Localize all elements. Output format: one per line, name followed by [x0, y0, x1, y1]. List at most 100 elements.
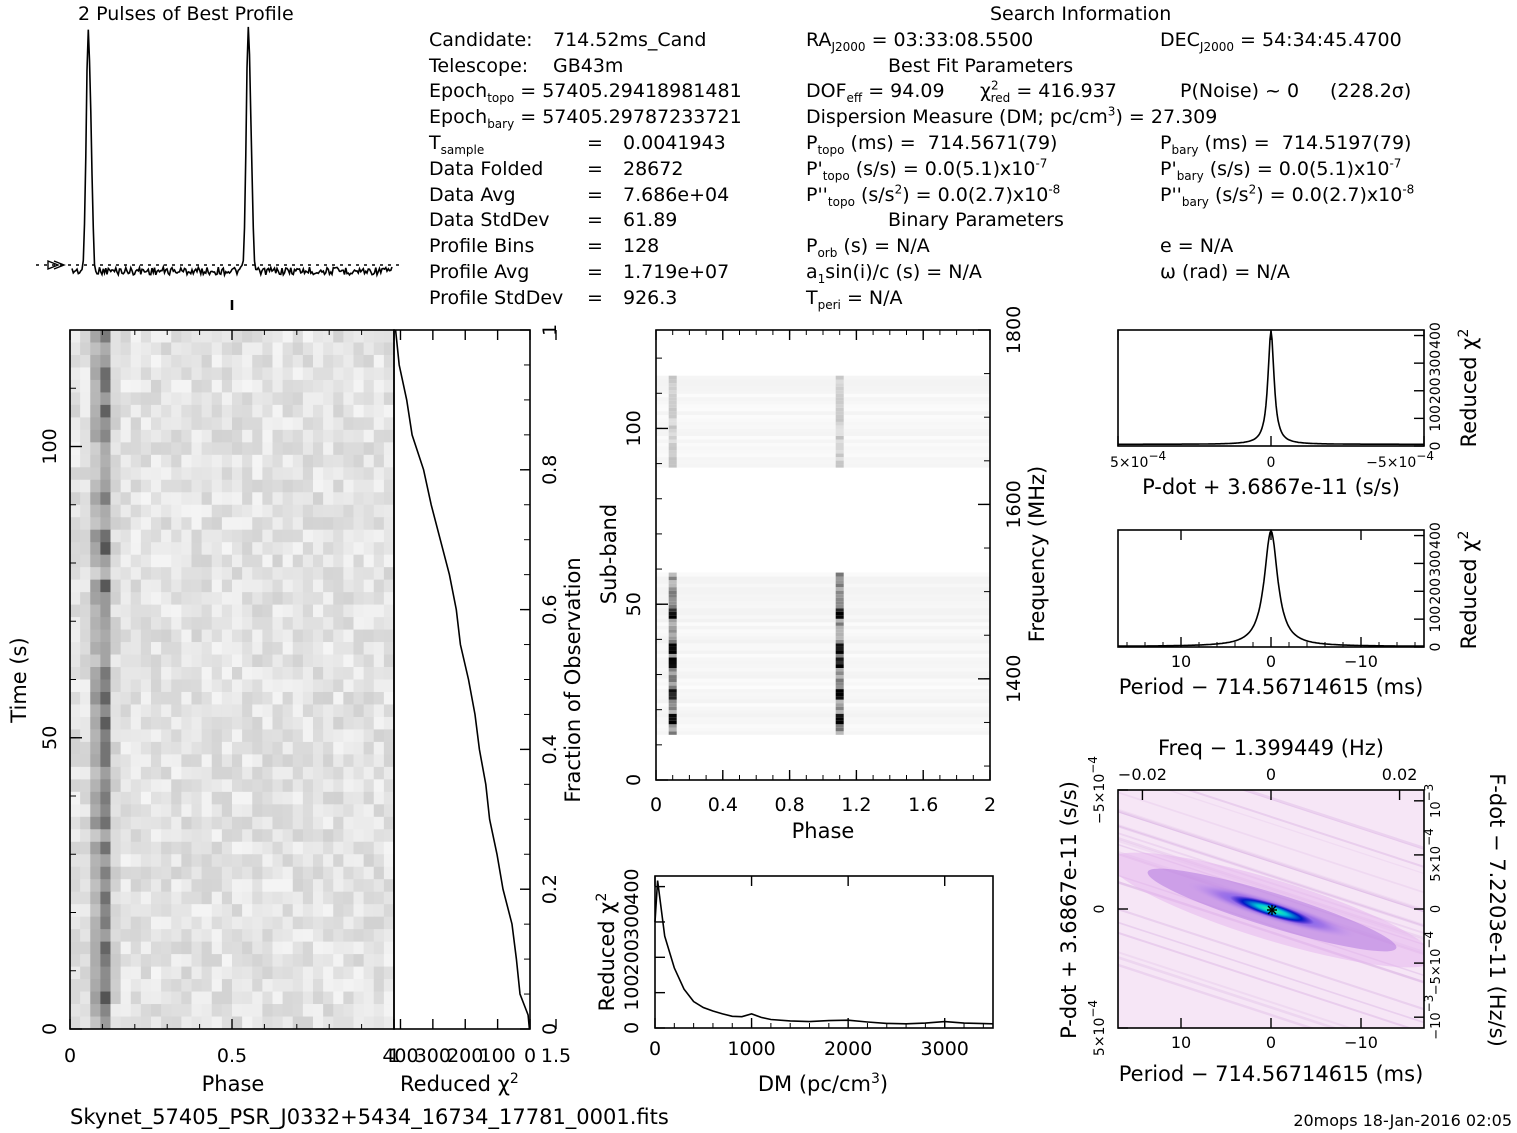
- time-phase-cell: [333, 841, 344, 855]
- time-phase-cell: [242, 492, 253, 506]
- time-phase-cell: [100, 417, 112, 431]
- time-phase-cell: [252, 729, 263, 743]
- time-phase-cell: [161, 766, 172, 780]
- time-phase-cell: [586, 642, 597, 655]
- time-phase-cell: [323, 691, 334, 706]
- time-phase-cell: [191, 542, 203, 556]
- time-phase-cell: [323, 816, 334, 830]
- time-phase-cell: [526, 817, 537, 830]
- time-phase-cell: [536, 854, 547, 867]
- time-phase-cell: [313, 567, 324, 581]
- period-pdot-streak: [1118, 825, 1424, 928]
- time-phase-cell: [424, 929, 435, 942]
- time-phase-cell: [272, 691, 284, 706]
- time-phase-cell: [586, 342, 597, 355]
- time-phase-cell: [343, 517, 355, 531]
- time-phase-cell: [353, 679, 365, 693]
- time-phase-cell: [667, 917, 678, 930]
- time-phase-cell: [201, 904, 213, 918]
- time-phase-cell: [505, 667, 516, 680]
- time-phase-cell: [394, 992, 405, 1005]
- time-phase-cell: [323, 754, 334, 768]
- time-phase-cell: [70, 642, 81, 656]
- time-phase-cell: [282, 766, 294, 780]
- time-phase-cell: [242, 966, 253, 980]
- time-phase-cell: [657, 1004, 668, 1017]
- time-phase-cell: [526, 754, 537, 767]
- time-phase-cell: [475, 530, 486, 543]
- time-phase-cell: [383, 392, 394, 406]
- time-phase-cell: [302, 617, 314, 631]
- time-phase-cell: [353, 829, 365, 843]
- time-phase-cell: [576, 417, 587, 430]
- time-phase-cell: [363, 517, 375, 531]
- time-phase-cell: [323, 404, 334, 418]
- time-phase-cell: [373, 629, 385, 643]
- dispersion-measure: Dispersion Measure (DM; pc/cm3) = 27.309: [806, 104, 1218, 128]
- time-phase-cell: [333, 991, 344, 1005]
- subband-row: [656, 681, 990, 686]
- time-phase-cell: [526, 380, 537, 393]
- time-phase-cell: [282, 454, 294, 468]
- time-phase-cell: [343, 342, 355, 356]
- time-phase-cell: [485, 692, 496, 705]
- time-phase-cell: [617, 804, 628, 817]
- time-phase-cell: [151, 979, 162, 993]
- time-phase-cell: [435, 892, 446, 905]
- time-phase-cell: [475, 680, 486, 693]
- time-phase-cell: [80, 841, 91, 855]
- time-phase-cell: [272, 829, 284, 843]
- time-phase-cell: [526, 954, 537, 967]
- time-phase-cell: [455, 555, 466, 568]
- subband-pulse-cell: [835, 730, 844, 735]
- time-phase-cell: [161, 504, 172, 518]
- time-phase-cell: [80, 404, 91, 418]
- time-phase-cell: [120, 454, 132, 468]
- time-phase-cell: [232, 691, 243, 706]
- time-phase-cell: [252, 479, 263, 493]
- subband-pulse-cell: [668, 695, 677, 700]
- time-phase-cell: [262, 330, 274, 344]
- time-phase-cell: [100, 679, 112, 693]
- time-phase-cell: [424, 655, 435, 668]
- time-phase-cell: [516, 1017, 527, 1030]
- subband-xtick-label: 1.6: [908, 794, 938, 816]
- time-phase-cell: [516, 505, 527, 518]
- time-phase-cell: [110, 654, 122, 668]
- time-phase-cell: [282, 879, 294, 893]
- time-phase-cell: [516, 667, 527, 680]
- time-phase-cell: [333, 1016, 344, 1029]
- subband-pulse-cell: [835, 685, 844, 690]
- time-phase-cell: [181, 691, 193, 706]
- time-phase-cell: [353, 392, 365, 406]
- time-phase-cell: [485, 567, 496, 580]
- time-phase-cell: [221, 916, 233, 930]
- time-phase-cell: [383, 667, 394, 681]
- time-phase-cell: [100, 741, 112, 755]
- time-phase-cell: [566, 430, 577, 443]
- time-phase-cell: [120, 617, 132, 631]
- time-phase-cell: [313, 404, 324, 418]
- subband-ylabel: Sub-band: [597, 504, 621, 604]
- fits-filename: Skynet_57405_PSR_J0332+5434_16734_17781_…: [70, 1105, 669, 1130]
- time-phase-cell: [313, 479, 324, 493]
- time-phase-cell: [424, 767, 435, 780]
- time-phase-cell: [556, 392, 567, 405]
- time-phase-cell: [292, 866, 304, 880]
- time-phase-cell: [313, 941, 324, 955]
- time-phase-cell: [191, 754, 203, 768]
- time-phase-cell: [313, 442, 324, 456]
- time-phase-cell: [262, 554, 274, 568]
- time-phase-cell: [597, 667, 608, 680]
- time-phase-cell: [130, 779, 142, 793]
- time-phase-cell: [435, 505, 446, 518]
- time-phase-cell: [597, 405, 608, 418]
- time-phase-cell: [495, 355, 506, 368]
- time-phase-cell: [110, 442, 122, 456]
- time-phase-cell: [404, 892, 415, 905]
- time-phase-cell: [211, 941, 223, 955]
- subband-pulse-cell: [668, 639, 677, 644]
- time-phase-cell: [211, 741, 223, 755]
- time-phase-cell: [546, 979, 557, 992]
- subband-row: [656, 674, 990, 679]
